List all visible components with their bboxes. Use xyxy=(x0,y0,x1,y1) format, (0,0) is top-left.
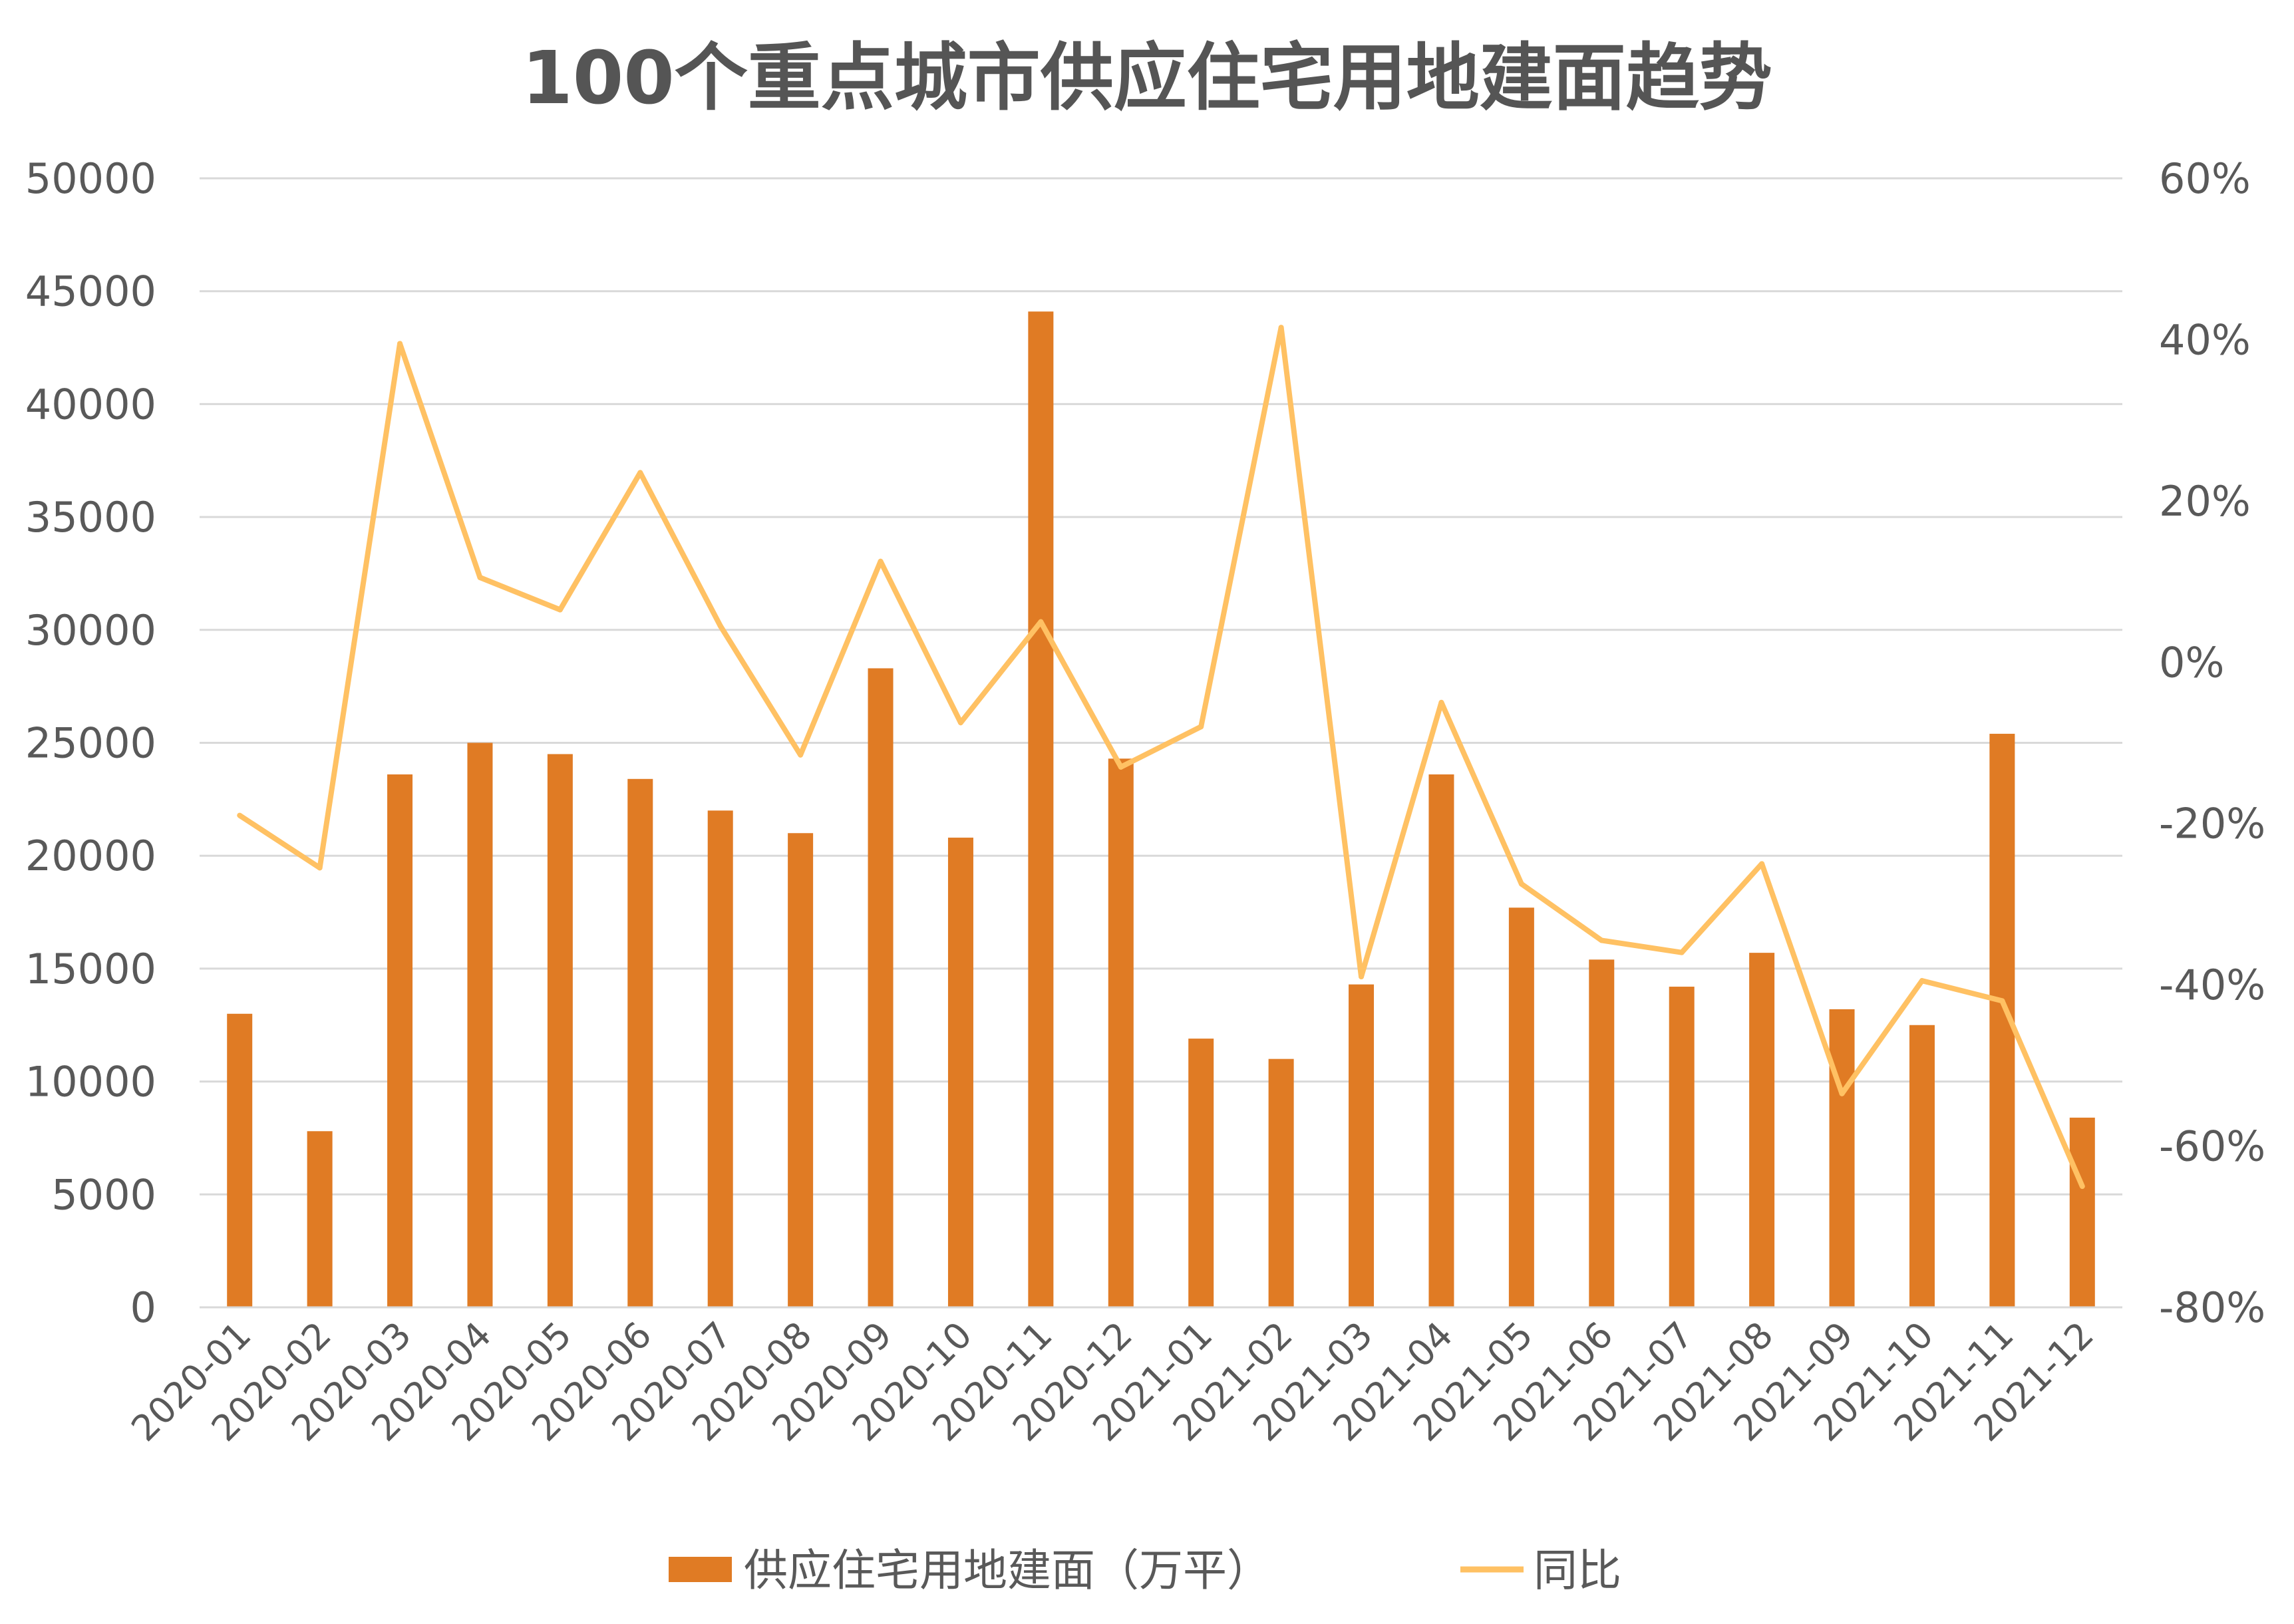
y-axis-right: -80% -60% -40% -20% 0% 20% 40% 60% xyxy=(2159,154,2265,1332)
yoy-line xyxy=(238,325,2085,1188)
y-right-tick-label: -80% xyxy=(2159,1283,2265,1332)
bar xyxy=(1508,907,1534,1307)
x-axis: 2020-012020-022020-032020-042020-052020-… xyxy=(123,1306,2122,1450)
y-left-tick-label: 30000 xyxy=(25,606,156,655)
line-point xyxy=(557,607,563,613)
line-point xyxy=(1839,1090,1845,1096)
bar xyxy=(227,1013,253,1307)
line-point xyxy=(878,558,884,564)
gridlines xyxy=(200,177,2122,1309)
line-point xyxy=(477,575,483,581)
line-point xyxy=(1679,949,1685,955)
y-left-tick-label: 25000 xyxy=(25,719,156,768)
line-series xyxy=(237,325,2085,1190)
bar xyxy=(1829,1009,1855,1307)
line-point xyxy=(1359,974,1365,980)
legend: 供应住宅用地建面（万平） 同比 xyxy=(669,1545,1621,1596)
line-point xyxy=(1198,724,1204,730)
line-point xyxy=(798,752,804,758)
legend-bar-swatch xyxy=(669,1557,732,1582)
line-point xyxy=(717,623,723,629)
bar xyxy=(1428,774,1454,1307)
bar xyxy=(1028,311,1054,1308)
bar xyxy=(387,774,413,1307)
y-left-tick-label: 15000 xyxy=(25,945,156,993)
bar xyxy=(1589,959,1615,1307)
line-point xyxy=(1999,998,2005,1004)
chart-title: 100个重点城市供应住宅用地建面趋势 xyxy=(522,35,1772,120)
y-left-tick-label: 35000 xyxy=(25,493,156,542)
y-right-tick-label: 0% xyxy=(2159,638,2224,687)
bar xyxy=(1349,984,1375,1307)
bar xyxy=(1669,987,1695,1307)
bar xyxy=(547,754,573,1307)
y-left-tick-label: 0 xyxy=(130,1283,156,1332)
bar xyxy=(788,833,814,1307)
line-point xyxy=(237,812,243,818)
line-point xyxy=(1118,764,1124,770)
y-left-tick-label: 10000 xyxy=(25,1058,156,1106)
bar xyxy=(707,810,733,1307)
bar xyxy=(467,742,493,1307)
line-point xyxy=(317,865,323,871)
line-point xyxy=(1759,861,1765,867)
bar xyxy=(868,668,894,1307)
bar xyxy=(1108,758,1134,1307)
legend-line-label: 同比 xyxy=(1534,1545,1621,1596)
bar xyxy=(627,778,653,1307)
bar-series xyxy=(227,311,2095,1308)
y-left-tick-label: 50000 xyxy=(25,154,156,203)
bar xyxy=(307,1131,333,1307)
line-point xyxy=(1438,699,1444,705)
y-axis-left: 0 5000 10000 15000 20000 25000 30000 35000 40000… xyxy=(25,154,156,1332)
line-point xyxy=(957,720,963,726)
y-right-tick-label: -20% xyxy=(2159,800,2265,848)
line-point xyxy=(637,470,643,476)
bar xyxy=(947,838,973,1307)
line-point xyxy=(397,341,403,347)
y-left-tick-label: 20000 xyxy=(25,832,156,880)
y-right-tick-label: -60% xyxy=(2159,1122,2265,1171)
y-left-tick-label: 45000 xyxy=(25,267,156,316)
y-right-tick-label: 40% xyxy=(2159,315,2251,364)
line-point xyxy=(2079,1184,2085,1190)
y-left-tick-label: 5000 xyxy=(51,1170,156,1219)
bar xyxy=(2069,1117,2095,1307)
bar xyxy=(1188,1039,1214,1307)
line-point xyxy=(1278,325,1284,331)
bar xyxy=(1749,953,1775,1307)
y-right-tick-label: 20% xyxy=(2159,477,2251,526)
y-left-tick-label: 40000 xyxy=(25,380,156,428)
legend-bar-label: 供应住宅用地建面（万平） xyxy=(744,1545,1271,1596)
bar xyxy=(1268,1058,1294,1307)
y-right-tick-label: -40% xyxy=(2159,961,2265,1009)
bar xyxy=(1909,1025,1935,1307)
line-point xyxy=(1518,881,1524,887)
line-point xyxy=(1599,937,1605,943)
line-point xyxy=(1038,619,1044,625)
line-point xyxy=(1919,978,1925,984)
y-right-tick-label: 60% xyxy=(2159,154,2251,203)
